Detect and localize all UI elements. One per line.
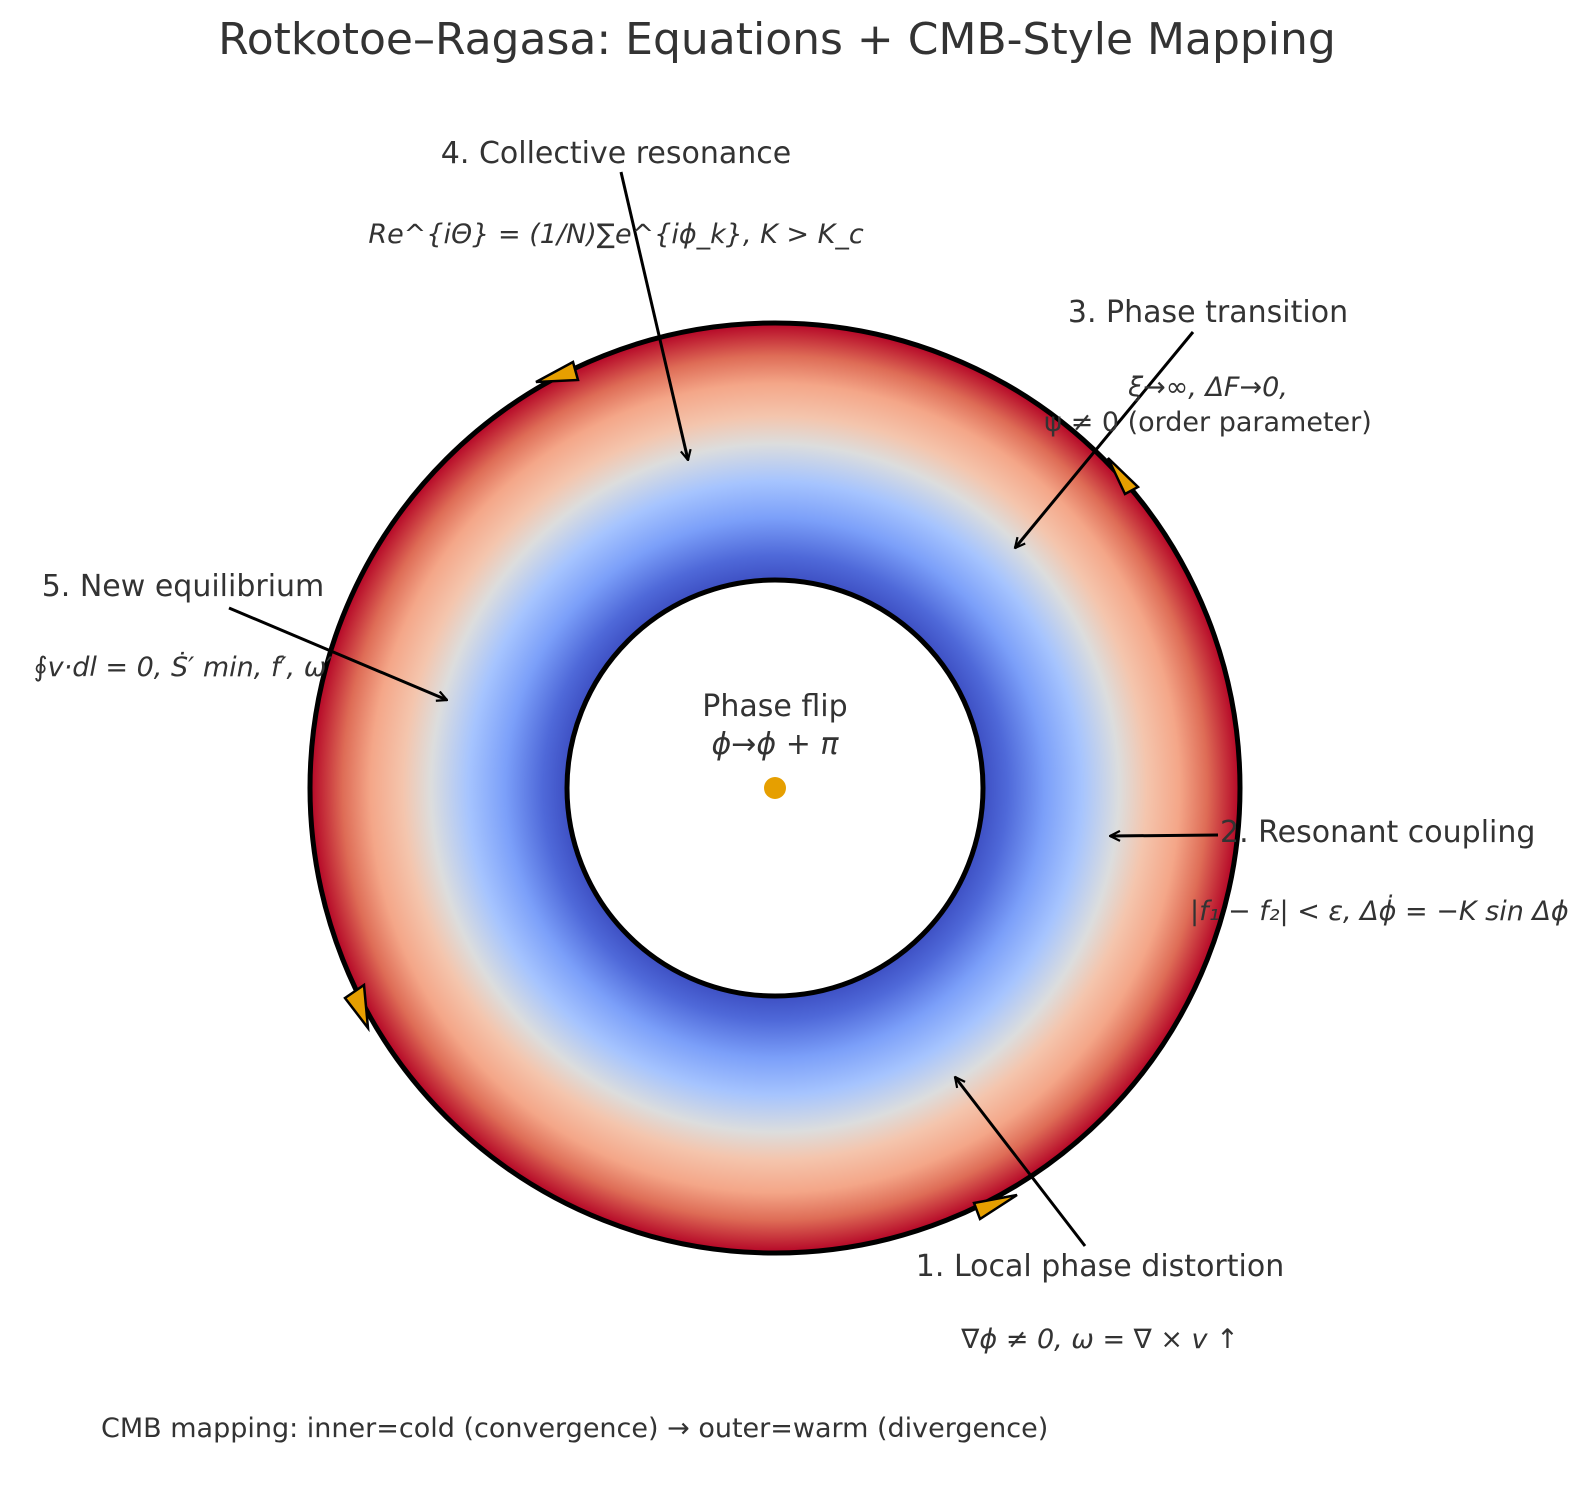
flow-markers	[343, 360, 1141, 1221]
stage-5-equation: ∮v·dl = 0, Ṡ′ min, f′, ω′	[34, 651, 333, 683]
center-equation: ϕ→ϕ + π	[712, 727, 840, 762]
stage-arrows	[228, 171, 1219, 1247]
outer-ring-border	[307, 320, 1243, 1256]
flow-marker-right	[1106, 457, 1141, 496]
arrow-stage-4	[619, 171, 688, 460]
stage-4-label: 4. Collective resonance	[441, 136, 791, 171]
flow-marker-left	[343, 982, 370, 1033]
center-annotation: Phase flip ϕ→ϕ + π	[702, 689, 848, 799]
arrow-stage-5	[228, 606, 447, 700]
cmb-ring	[307, 320, 1243, 1256]
stage-3-annotation: 3. Phase transition ξ→∞, ΔF→0, ψ ≠ 0 (or…	[1044, 295, 1372, 438]
center-label: Phase flip	[702, 689, 847, 724]
arrow-stage-2	[1110, 835, 1219, 836]
center-dot	[764, 777, 786, 799]
cmb-mapping-note: CMB mapping: inner=cold (convergence) → …	[101, 1413, 1048, 1444]
stage-5-label: 5. New equilibrium	[42, 569, 325, 604]
flow-marker-bottom	[972, 1193, 1018, 1221]
stage-2-label: 2. Resonant coupling	[1220, 815, 1535, 850]
stage-5-annotation: 5. New equilibrium ∮v·dl = 0, Ṡ′ min, f′…	[34, 569, 333, 683]
stage-1-annotation: 1. Local phase distortion ∇ϕ ≠ 0, ω = ∇ …	[916, 1249, 1284, 1355]
stage-1-equation: ∇ϕ ≠ 0, ω = ∇ × v ↑	[960, 1324, 1238, 1355]
chart-title: Rotkotoe–Ragasa: Equations + CMB-Style M…	[218, 14, 1336, 65]
ring-fill	[310, 323, 1240, 1253]
arrow-stage-1	[955, 1077, 1087, 1247]
stage-3-equation: ξ→∞, ΔF→0,	[1127, 372, 1288, 403]
stage-3-label: 3. Phase transition	[1068, 295, 1348, 330]
flow-marker-top-left	[535, 360, 580, 384]
stage-4-annotation: 4. Collective resonance Re^{iΘ} = (1/N)∑…	[368, 136, 864, 250]
stage-2-equation: |f₁ − f₂| < ε, Δϕ̇ = −K sin Δϕ	[1190, 894, 1569, 927]
stage-3-equation-line2: ψ ≠ 0 (order parameter)	[1044, 407, 1372, 438]
stage-4-equation: Re^{iΘ} = (1/N)∑e^{iϕ_k}, K > K_c	[368, 219, 864, 250]
stage-1-label: 1. Local phase distortion	[916, 1249, 1284, 1284]
stage-2-annotation: 2. Resonant coupling |f₁ − f₂| < ε, Δϕ̇ …	[1190, 815, 1569, 927]
arrow-stage-3	[1015, 331, 1195, 548]
